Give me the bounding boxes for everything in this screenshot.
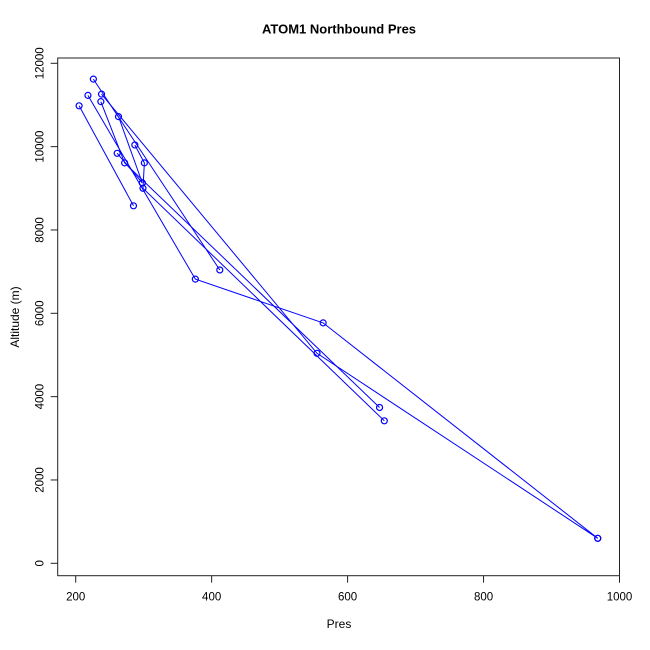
series-line — [100, 101, 380, 408]
series-line — [92, 78, 221, 271]
data-point-marker — [191, 275, 199, 283]
data-point-marker — [313, 349, 321, 357]
data-point-marker — [129, 202, 138, 210]
x-tick-label: 800 — [474, 592, 493, 604]
chart-title: ATOM1 Northbound Pres — [261, 21, 417, 37]
data-point-marker — [140, 159, 148, 167]
data-point-marker — [319, 319, 327, 327]
y-tick-label: 2000 — [35, 467, 47, 493]
data-point-marker — [121, 159, 129, 167]
data-point-marker — [138, 179, 146, 187]
data-point-marker — [375, 403, 384, 412]
data-point-marker — [113, 149, 121, 157]
x-tick-label: 600 — [338, 592, 357, 604]
series-line — [78, 105, 134, 207]
y-tick-label: 4000 — [35, 384, 47, 410]
x-tick-label: 1000 — [607, 592, 633, 604]
data-point-marker — [97, 98, 105, 106]
y-tick-label: 6000 — [35, 301, 47, 327]
data-point-marker — [216, 266, 224, 274]
data-point-marker — [131, 141, 139, 149]
y-tick-label: 0 — [35, 560, 47, 566]
data-point-marker — [114, 113, 123, 121]
y-tick-label: 8000 — [35, 217, 47, 243]
data-point-marker — [89, 75, 97, 83]
series-line — [116, 152, 143, 184]
data-point-marker — [84, 91, 92, 99]
x-tick-label: 200 — [66, 592, 85, 604]
data-point-marker — [75, 102, 83, 110]
y-tick-label: 12000 — [35, 47, 47, 79]
data-point-marker — [594, 534, 602, 542]
series-line — [134, 144, 385, 422]
y-tick-label: 10000 — [35, 131, 47, 163]
plot-box — [57, 57, 620, 577]
x-tick-label: 400 — [202, 592, 221, 604]
series-line — [118, 116, 143, 184]
series-line — [101, 93, 599, 539]
data-point-marker — [380, 417, 388, 425]
x-axis-label: Pres — [326, 617, 352, 631]
series-line — [87, 95, 599, 539]
data-point-marker — [97, 90, 106, 98]
